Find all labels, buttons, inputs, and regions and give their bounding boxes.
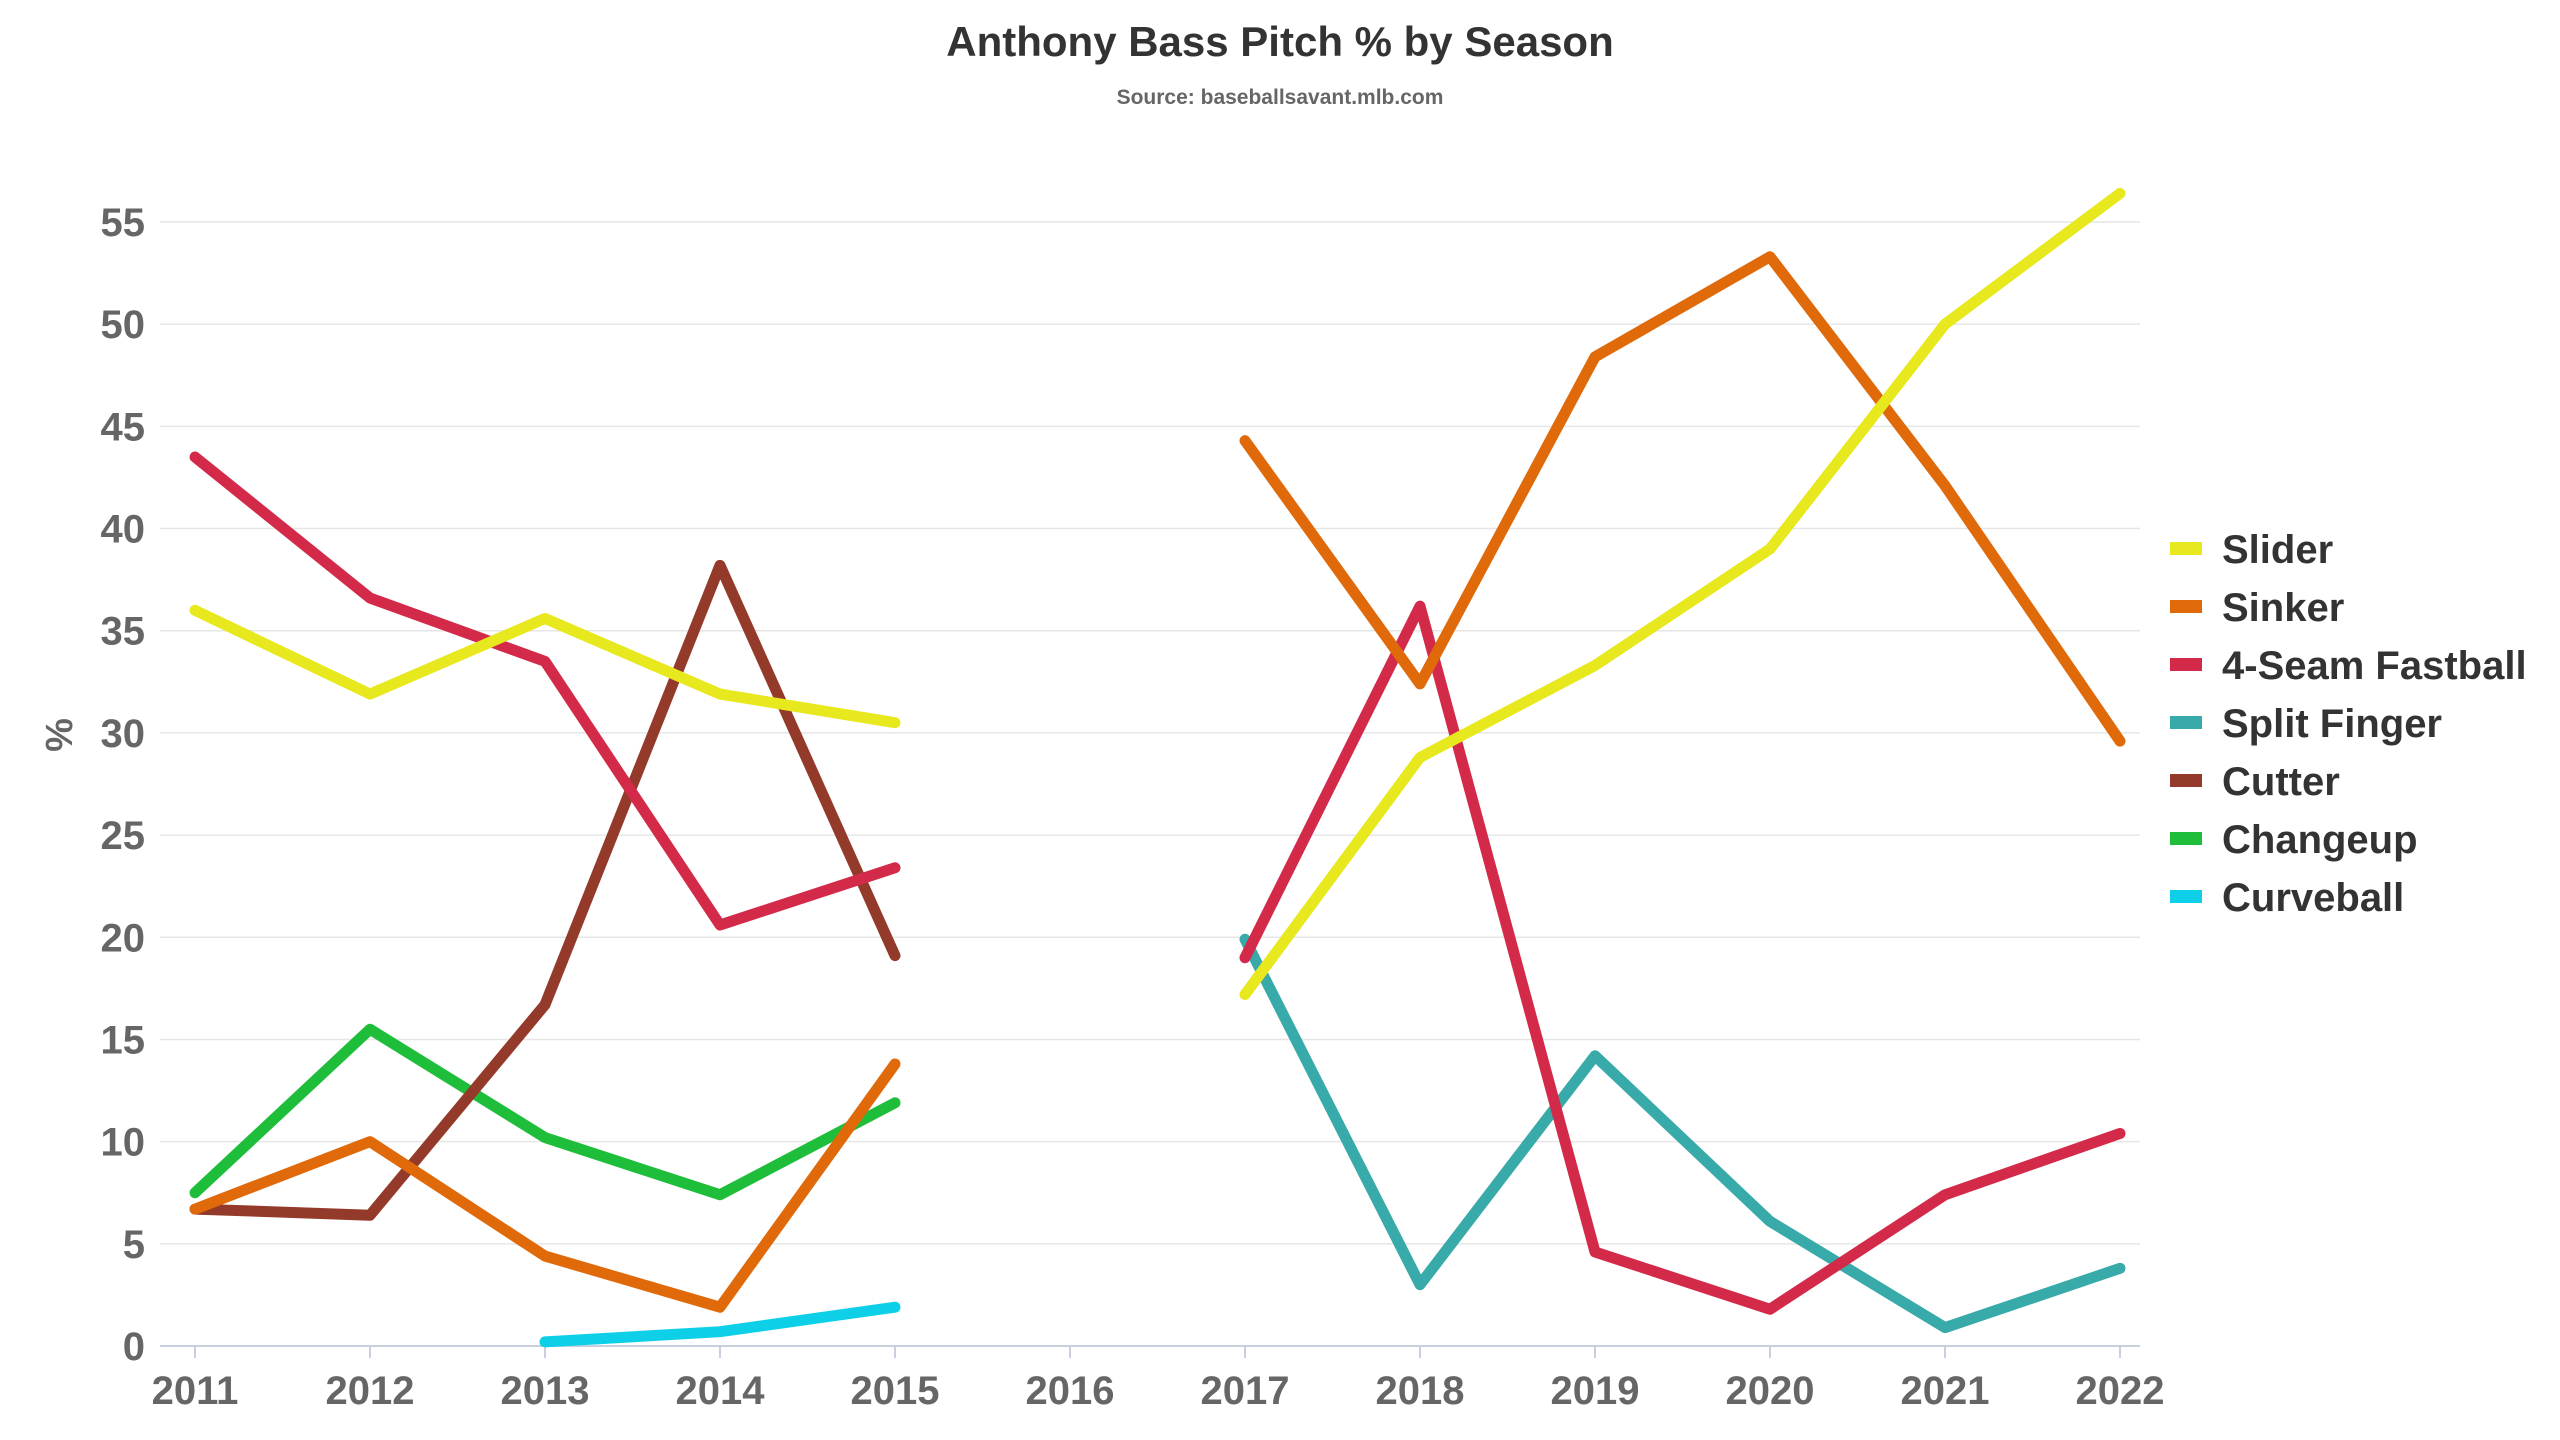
legend-label: Split Finger [2222,702,2442,746]
legend-label: Curveball [2222,876,2404,920]
x-tick-label: 2015 [851,1369,940,1413]
y-tick-label: 35 [101,610,146,654]
y-tick-label: 55 [101,201,146,245]
y-tick-label: 40 [101,508,146,552]
x-tick-label: 2019 [1551,1369,1640,1413]
legend-item-4-seam-fastball[interactable]: 4-Seam Fastball [2170,644,2527,688]
x-tick-label: 2017 [1201,1369,1290,1413]
y-axis-label: % [39,718,81,752]
legend-item-sinker[interactable]: Sinker [2170,586,2344,630]
legend-label: Slider [2222,528,2333,572]
series-line-split-finger [1239,933,2126,1334]
legend-swatch [2170,774,2202,787]
gridlines [160,221,2140,1347]
legend-swatch [2170,716,2202,729]
legend: Slider Sinker 4-Seam Fastball Split Finger C… [2170,528,2527,920]
legend-item-curveball[interactable]: Curveball [2170,876,2404,920]
x-tick-label: 2016 [1026,1369,1115,1413]
legend-item-slider[interactable]: Slider [2170,528,2333,572]
x-tick-label: 2021 [1901,1369,1990,1413]
legend-swatch [2170,542,2202,555]
x-tick-label: 2022 [2076,1369,2165,1413]
x-tick-label: 2014 [676,1369,766,1413]
series-line-4-seam-fastball [1239,600,2126,1315]
x-tick-label: 2013 [501,1369,590,1413]
legend-swatch [2170,600,2202,613]
series-line-sinker [1239,251,2126,747]
y-axis-ticks: 0 5 10 15 20 25 30 35 40 45 50 55 [101,201,146,1369]
legend-label: Changeup [2222,818,2418,862]
legend-item-cutter[interactable]: Cutter [2170,760,2340,804]
y-tick-label: 45 [101,405,146,449]
legend-label: 4-Seam Fastball [2222,644,2527,688]
y-tick-label: 50 [101,303,146,347]
series-line-curveball [539,1301,901,1348]
series-lines [189,187,2126,1348]
series-line-cutter [189,559,901,1221]
legend-item-changeup[interactable]: Changeup [2170,818,2418,862]
y-tick-label: 10 [101,1121,146,1165]
y-tick-label: 30 [101,712,146,756]
y-tick-label: 5 [123,1223,145,1267]
x-tick-label: 2018 [1376,1369,1465,1413]
series-line-changeup [189,1023,901,1201]
y-tick-label: 25 [101,814,146,858]
legend-swatch [2170,658,2202,671]
x-tick-label: 2012 [326,1369,415,1413]
chart-title: Anthony Bass Pitch % by Season [946,18,1614,65]
series-line-4-seam-fastball [189,451,901,931]
legend-swatch [2170,890,2202,903]
series-line-sinker [189,1058,901,1313]
x-axis-ticks: 2011 2012 2013 2014 2015 2016 2017 2018 2019 2020… [152,1346,2165,1413]
series-line-slider [1239,187,2126,1000]
y-tick-label: 20 [101,916,146,960]
legend-label: Cutter [2222,760,2340,804]
y-tick-label: 15 [101,1018,146,1062]
x-tick-label: 2011 [152,1369,239,1413]
x-tick-label: 2020 [1726,1369,1815,1413]
chart-subtitle: Source: baseballsavant.mlb.com [1117,86,1444,109]
series-line-slider [189,604,901,729]
legend-label: Sinker [2222,586,2344,630]
legend-item-split-finger[interactable]: Split Finger [2170,702,2442,746]
y-tick-label: 0 [123,1325,145,1369]
legend-swatch [2170,832,2202,845]
